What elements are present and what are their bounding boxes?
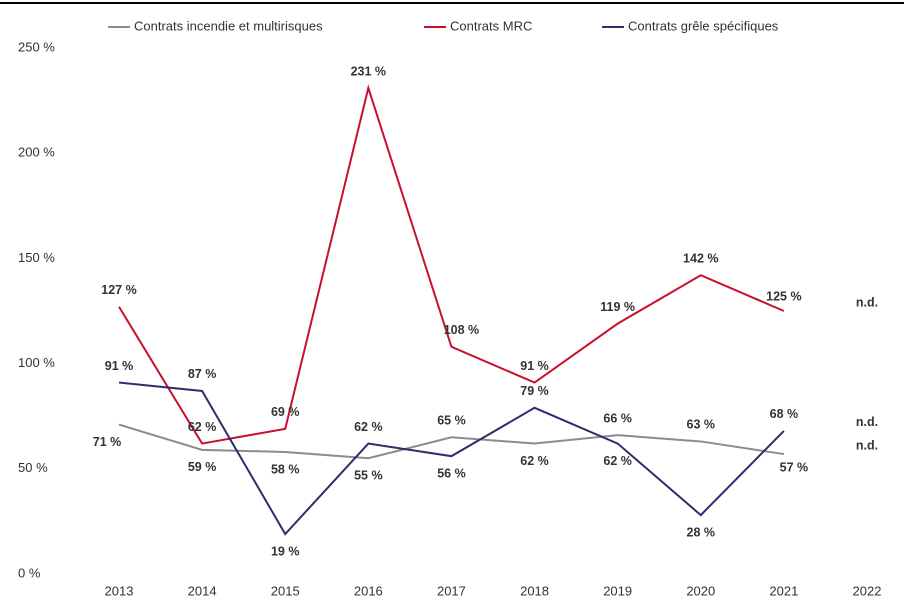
x-tick-label: 2018 xyxy=(520,583,549,598)
y-tick-label: 200 % xyxy=(18,145,55,160)
value-label: 19 % xyxy=(271,544,300,558)
value-label: 62 % xyxy=(603,454,632,468)
value-label: n.d. xyxy=(856,438,878,452)
value-label: 91 % xyxy=(520,359,549,373)
value-label: 57 % xyxy=(780,460,809,474)
y-tick-label: 0 % xyxy=(18,565,41,580)
series-line xyxy=(118,84,785,445)
x-tick-label: 2021 xyxy=(769,583,798,598)
y-tick-label: 150 % xyxy=(18,250,55,265)
value-label: 62 % xyxy=(520,454,549,468)
value-label: 28 % xyxy=(687,525,716,539)
legend-label: Contrats incendie et multirisques xyxy=(134,18,323,33)
value-label: 58 % xyxy=(271,462,300,476)
value-label: 91 % xyxy=(105,359,134,373)
value-label: 142 % xyxy=(683,252,718,266)
x-tick-label: 2022 xyxy=(853,583,882,598)
x-tick-label: 2017 xyxy=(437,583,466,598)
value-label: 87 % xyxy=(188,367,217,381)
value-label: 59 % xyxy=(188,460,217,474)
value-label: 231 % xyxy=(351,64,386,78)
x-tick-label: 2013 xyxy=(105,583,134,598)
value-label: 62 % xyxy=(354,420,383,434)
y-tick-label: 250 % xyxy=(18,39,55,54)
value-label: n.d. xyxy=(856,295,878,309)
value-label: 65 % xyxy=(437,414,466,428)
x-tick-label: 2016 xyxy=(354,583,383,598)
value-label: 62 % xyxy=(188,420,217,434)
value-label: 55 % xyxy=(354,469,383,483)
value-label: 68 % xyxy=(770,407,799,421)
x-tick-label: 2020 xyxy=(686,583,715,598)
value-label: 63 % xyxy=(687,418,716,432)
value-label: 56 % xyxy=(437,466,466,480)
value-label: n.d. xyxy=(856,415,878,429)
value-label: 71 % xyxy=(93,435,122,449)
series-line xyxy=(118,423,785,460)
series-line xyxy=(118,381,785,536)
x-tick-label: 2014 xyxy=(188,583,217,598)
y-tick-label: 100 % xyxy=(18,355,55,370)
legend-label: Contrats grêle spécifiques xyxy=(628,18,779,33)
y-tick-label: 50 % xyxy=(18,460,48,475)
value-label: 119 % xyxy=(600,300,635,314)
x-tick-label: 2015 xyxy=(271,583,300,598)
value-label: 79 % xyxy=(520,384,549,398)
value-label: 108 % xyxy=(444,323,479,337)
value-label: 127 % xyxy=(101,283,136,297)
value-label: 69 % xyxy=(271,405,300,419)
value-label: 66 % xyxy=(603,411,632,425)
x-tick-label: 2019 xyxy=(603,583,632,598)
value-label: 125 % xyxy=(766,289,801,303)
legend-label: Contrats MRC xyxy=(450,18,532,33)
